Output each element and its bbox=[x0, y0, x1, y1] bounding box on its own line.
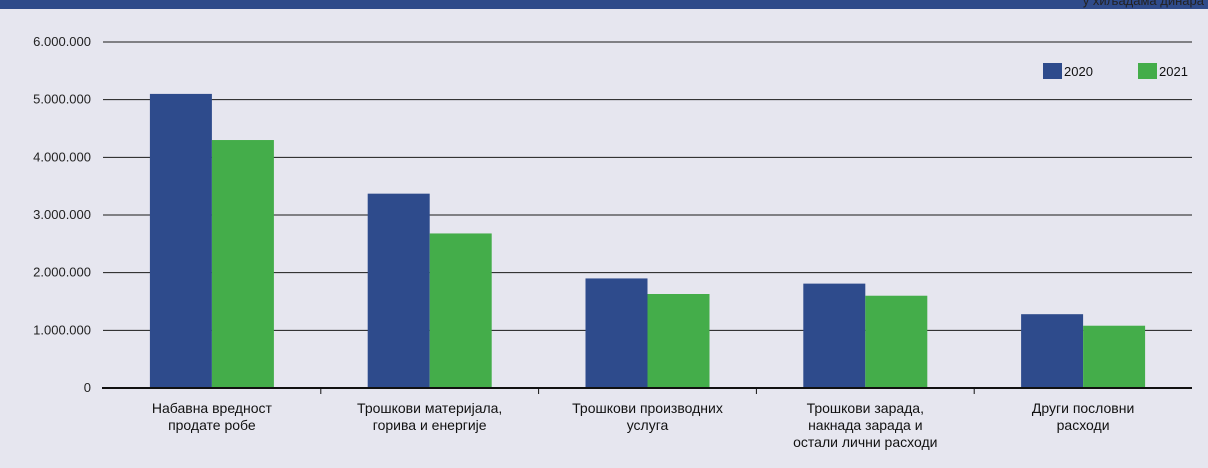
bar-2021 bbox=[647, 294, 710, 388]
bar-2020 bbox=[585, 278, 648, 388]
top-accent-bar: у хиљадама динара bbox=[0, 0, 1208, 9]
category-label: Трошкови зарада, bbox=[807, 400, 924, 416]
category-label: Други пословни bbox=[1032, 400, 1134, 416]
category-label: накнада зарада и bbox=[808, 417, 922, 433]
y-tick-label: 6.000.000 bbox=[33, 34, 91, 49]
y-tick-label: 5.000.000 bbox=[33, 92, 91, 107]
y-tick-label: 2.000.000 bbox=[33, 265, 91, 280]
category-label: услуга bbox=[627, 417, 669, 433]
y-tick-label: 3.000.000 bbox=[33, 207, 91, 222]
legend-swatch-2020 bbox=[1043, 63, 1062, 79]
bar-2021 bbox=[429, 233, 492, 388]
bar-2021 bbox=[211, 140, 274, 388]
bar-2020 bbox=[149, 93, 212, 389]
legend-swatch-2021 bbox=[1138, 63, 1157, 79]
y-tick-label: 0 bbox=[84, 380, 91, 395]
bar-2021 bbox=[1083, 325, 1146, 388]
bar-2021 bbox=[865, 295, 928, 388]
y-axis-ticks: 0 1.000.000 2.000.000 3.000.000 4.000.000 5.0… bbox=[33, 34, 91, 395]
legend: 2020 2021 bbox=[1043, 63, 1188, 79]
x-axis bbox=[102, 387, 1192, 394]
bar-2020 bbox=[803, 283, 866, 388]
unit-label: у хиљадама динара bbox=[1082, 0, 1204, 8]
category-label: Трошкови производних bbox=[572, 400, 723, 416]
category-label: продате робе bbox=[168, 417, 256, 433]
bar-2020 bbox=[1021, 314, 1084, 388]
category-label: Набавна вредност bbox=[152, 400, 273, 416]
category-label: горива и енергије bbox=[373, 417, 487, 433]
y-tick-label: 4.000.000 bbox=[33, 149, 91, 164]
bars bbox=[149, 93, 1146, 389]
legend-label-2020: 2020 bbox=[1064, 64, 1093, 79]
bar-2020 bbox=[367, 193, 430, 388]
y-tick-label: 1.000.000 bbox=[33, 322, 91, 337]
category-label: расходи bbox=[1057, 417, 1110, 433]
category-label: остали лични расходи bbox=[793, 434, 937, 450]
legend-label-2021: 2021 bbox=[1159, 64, 1188, 79]
category-label: Трошкови материјала, bbox=[357, 400, 502, 416]
